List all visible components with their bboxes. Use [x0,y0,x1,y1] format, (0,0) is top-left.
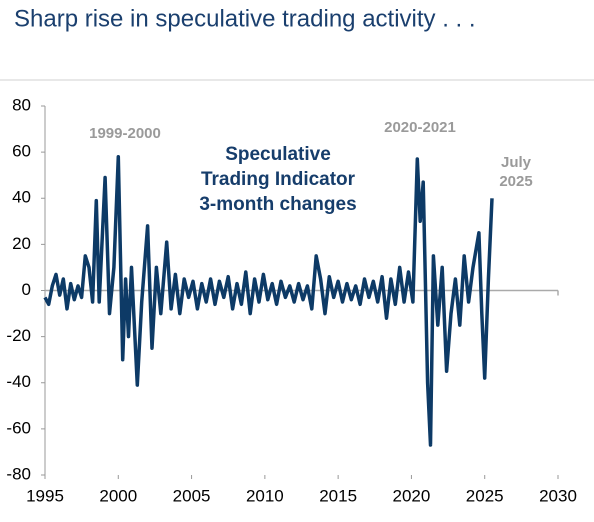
chart-label: Speculative [225,144,331,165]
y-tick-label: -60 [6,418,31,437]
x-tick-label: 2025 [466,486,504,505]
annotation: 2025 [499,173,532,190]
annotation: July [501,154,532,171]
y-tick-label: 40 [12,188,31,207]
x-tick-label: 2015 [319,486,357,505]
x-tick-label: 2010 [246,486,284,505]
annotation: 1999-2000 [89,125,161,142]
data-line [43,154,494,447]
y-tick-label: -80 [6,464,31,483]
x-tick-label: 2005 [173,486,211,505]
y-tick-label: 80 [12,95,31,114]
x-tick-label: 2030 [539,486,577,505]
chart-label: Trading Indicator [201,169,356,190]
x-tick-label: 1995 [26,486,64,505]
chart-label: 3-month changes [199,194,356,215]
chart-title: Sharp rise in speculative trading activi… [14,5,476,32]
x-tick-label: 2020 [393,486,431,505]
x-tick-label: 2000 [99,486,137,505]
y-tick-label: -40 [6,372,31,391]
y-tick-label: 0 [22,280,31,299]
annotation: 2020-2021 [384,119,456,136]
y-tick-label: 20 [12,234,31,253]
y-tick-label: 60 [12,142,31,161]
y-tick-label: -20 [6,326,31,345]
